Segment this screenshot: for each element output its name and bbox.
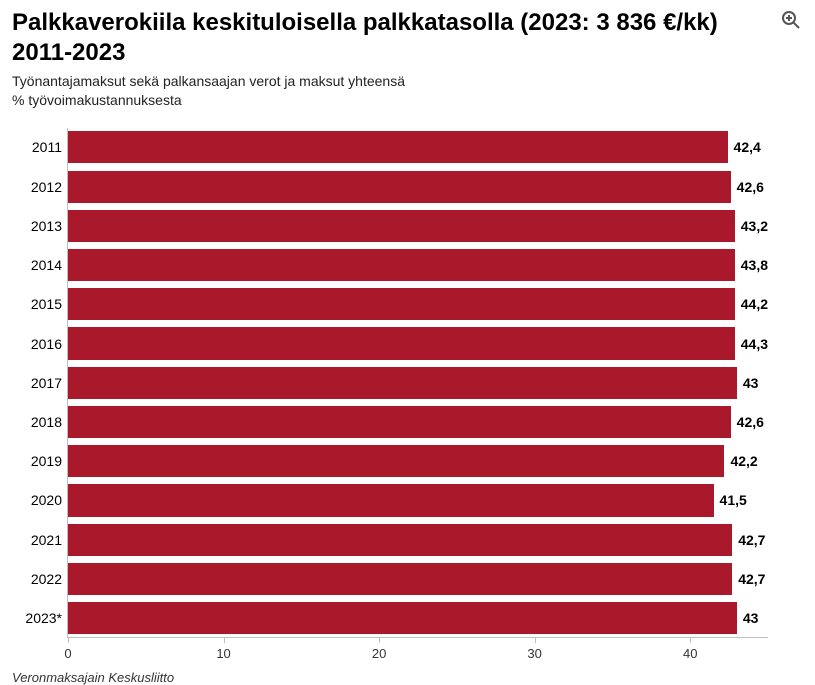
subtitle-line-1: Työnantajamaksut sekä palkansaajan verot… bbox=[12, 73, 405, 89]
bar-value-label: 44,3 bbox=[741, 336, 768, 352]
bar-row: 43 bbox=[68, 602, 768, 634]
bars-container: 01020304042,442,643,243,844,244,34342,64… bbox=[67, 128, 768, 638]
bar-row: 42,6 bbox=[68, 171, 768, 203]
y-axis-label: 2020 bbox=[12, 492, 62, 508]
bar bbox=[68, 367, 737, 399]
bar-value-label: 42,7 bbox=[738, 532, 765, 548]
bar-value-label: 43,2 bbox=[741, 218, 768, 234]
bar-value-label: 42,6 bbox=[737, 414, 764, 430]
x-tick bbox=[68, 637, 69, 643]
bar-row: 42,7 bbox=[68, 563, 768, 595]
x-tick-label: 40 bbox=[683, 646, 697, 661]
bar-row: 44,2 bbox=[68, 288, 768, 320]
bar bbox=[68, 288, 735, 320]
bar-row: 41,5 bbox=[68, 484, 768, 516]
bar-row: 43 bbox=[68, 367, 768, 399]
x-tick bbox=[535, 637, 536, 643]
bar bbox=[68, 484, 714, 516]
chart-header: Palkkaverokiila keskituloisella palkkata… bbox=[12, 8, 803, 110]
zoom-icon[interactable] bbox=[781, 10, 801, 30]
bar-value-label: 43,8 bbox=[741, 257, 768, 273]
y-axis-label: 2019 bbox=[12, 453, 62, 469]
bar-row: 42,7 bbox=[68, 524, 768, 556]
bar bbox=[68, 327, 735, 359]
chart-title: Palkkaverokiila keskituloisella palkkata… bbox=[12, 8, 803, 68]
y-axis-label: 2023* bbox=[12, 610, 62, 626]
x-tick-label: 10 bbox=[216, 646, 230, 661]
bar-value-label: 44,2 bbox=[741, 296, 768, 312]
bar-row: 44,3 bbox=[68, 327, 768, 359]
y-axis-label: 2015 bbox=[12, 296, 62, 312]
y-axis-label: 2022 bbox=[12, 571, 62, 587]
bar-value-label: 43 bbox=[743, 375, 759, 391]
bar-value-label: 42,2 bbox=[730, 453, 757, 469]
bar-row: 43,8 bbox=[68, 249, 768, 281]
y-axis-label: 2012 bbox=[12, 179, 62, 195]
bar bbox=[68, 210, 735, 242]
bar bbox=[68, 406, 731, 438]
bar-value-label: 41,5 bbox=[720, 492, 747, 508]
bar bbox=[68, 445, 724, 477]
y-axis-label: 2014 bbox=[12, 257, 62, 273]
y-axis-label: 2018 bbox=[12, 414, 62, 430]
y-axis-label: 2017 bbox=[12, 375, 62, 391]
bar-row: 42,4 bbox=[68, 131, 768, 163]
bar-value-label: 42,7 bbox=[738, 571, 765, 587]
bar-row: 42,6 bbox=[68, 406, 768, 438]
y-axis-label: 2021 bbox=[12, 532, 62, 548]
bar-value-label: 43 bbox=[743, 610, 759, 626]
x-tick bbox=[379, 637, 380, 643]
y-axis-label: 2011 bbox=[12, 139, 62, 155]
chart-subtitle: Työnantajamaksut sekä palkansaajan verot… bbox=[12, 72, 803, 110]
x-tick-label: 30 bbox=[527, 646, 541, 661]
bar-value-label: 42,6 bbox=[737, 179, 764, 195]
y-axis-label: 2013 bbox=[12, 218, 62, 234]
bar bbox=[68, 131, 728, 163]
bar bbox=[68, 171, 731, 203]
bar-value-label: 42,4 bbox=[734, 139, 761, 155]
x-tick bbox=[224, 637, 225, 643]
subtitle-line-2: % työvoimakustannuksesta bbox=[12, 92, 182, 108]
bar bbox=[68, 524, 732, 556]
bar-row: 42,2 bbox=[68, 445, 768, 477]
chart-source: Veronmaksajain Keskusliitto bbox=[12, 670, 803, 685]
x-tick-label: 0 bbox=[64, 646, 71, 661]
x-tick bbox=[690, 637, 691, 643]
bar bbox=[68, 602, 737, 634]
bar-row: 43,2 bbox=[68, 210, 768, 242]
x-tick-label: 20 bbox=[372, 646, 386, 661]
chart-area: 0 10 20 30 40 42,4 42,6 43,2 43,8 44,2 44,3 43 42,6 4… bbox=[12, 128, 803, 668]
bar bbox=[68, 563, 732, 595]
bar bbox=[68, 249, 735, 281]
y-axis-label: 2016 bbox=[12, 336, 62, 352]
